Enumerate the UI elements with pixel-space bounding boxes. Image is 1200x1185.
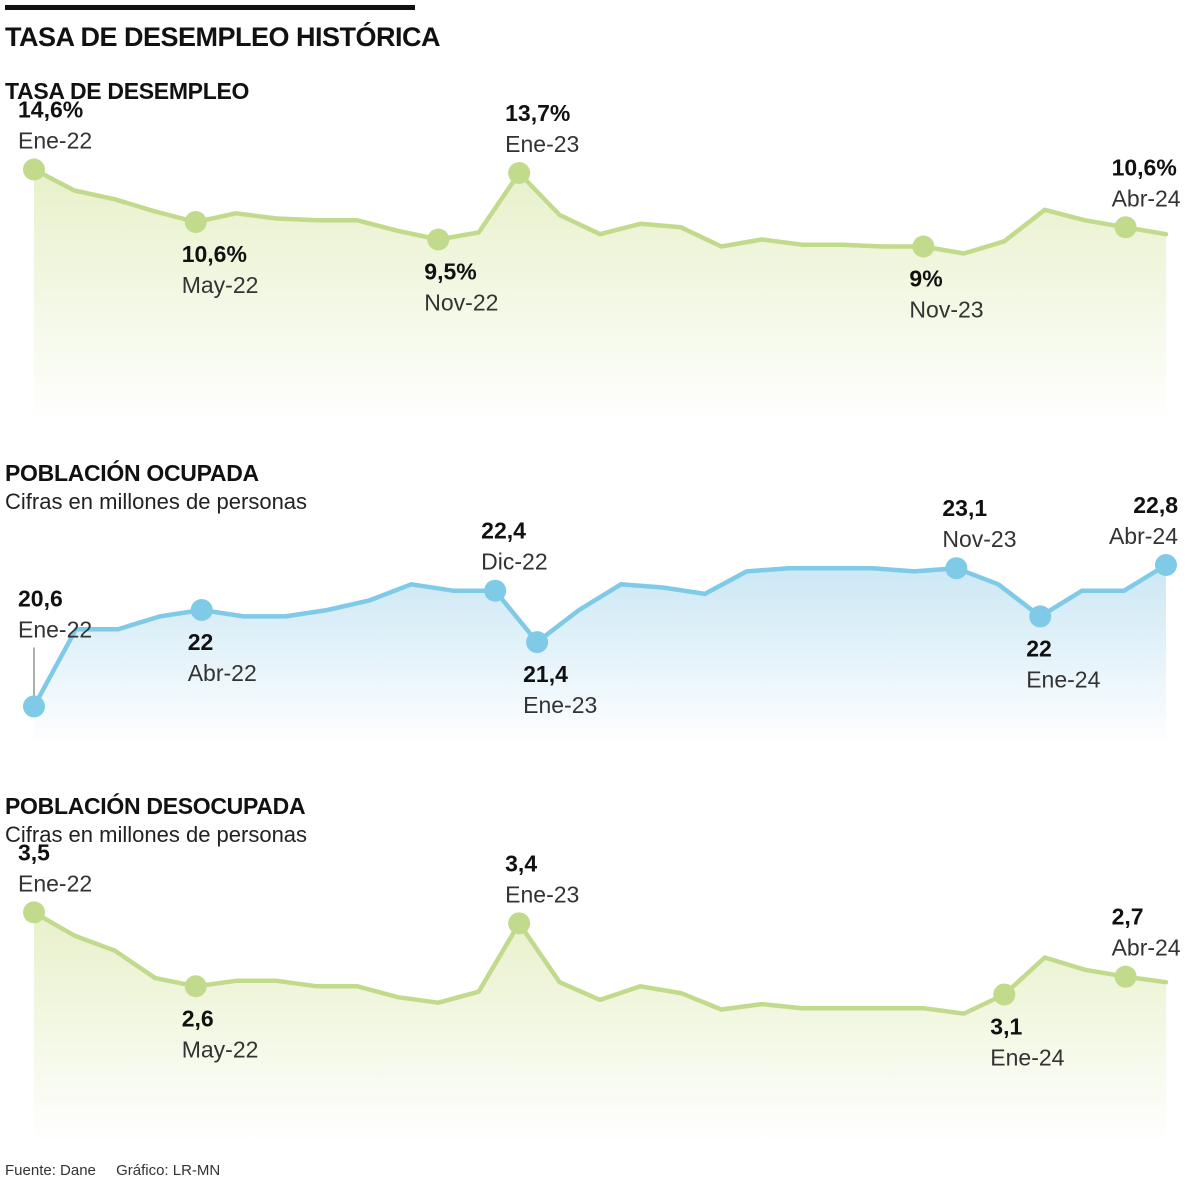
- panel-3-plot: 3,5 Ene-22 2,6 May-22 3,4 Ene-23 3,1 Ene-24 2,7 A…: [18, 839, 1181, 1145]
- panel-1-plot: 14,6% Ene-22 10,6% May-22 9,5% Nov-22 13,7% Ene…: [18, 97, 1181, 425]
- point-marker: [508, 162, 531, 184]
- main-title: TASA DE DESEMPLEO HISTÓRICA: [5, 22, 441, 52]
- series-line: [31, 910, 1169, 1016]
- point-marker: [1114, 216, 1137, 239]
- date-label: Ene-22: [18, 128, 92, 154]
- date-label: May-22: [182, 272, 259, 298]
- value-label: 10,6%: [1112, 154, 1177, 180]
- point-marker: [993, 983, 1016, 1006]
- value-label: 2,6: [182, 1005, 214, 1031]
- date-label: Nov-22: [424, 290, 498, 316]
- value-label: 22: [188, 629, 214, 655]
- area-fill: [34, 912, 1166, 1145]
- value-label: 3,1: [990, 1013, 1022, 1039]
- point-marker: [23, 695, 45, 718]
- point-marker: [427, 228, 450, 251]
- top-rule: [5, 5, 415, 10]
- source-grafico: Gráfico: LR-MN: [116, 1162, 221, 1179]
- panel-3-subtitle: Cifras en millones de personas: [5, 822, 308, 847]
- point-marker: [184, 975, 207, 998]
- value-label: 22,8: [1133, 492, 1178, 518]
- date-label: Nov-23: [909, 297, 983, 323]
- point-marker: [1155, 554, 1177, 576]
- panel-2-title: POBLACIÓN OCUPADA: [5, 460, 259, 486]
- point-marker: [508, 912, 531, 935]
- value-label: 22: [1026, 635, 1052, 661]
- panel-3-title: POBLACIÓN DESOCUPADA: [5, 793, 306, 819]
- point-marker: [1029, 605, 1052, 628]
- panel-2-plot: 20,6 Ene-22 22 Abr-22 22,4 Dic-22 21,4 Ene-23 23…: [18, 492, 1178, 745]
- date-label: Nov-23: [942, 526, 1016, 552]
- point-marker: [945, 557, 968, 580]
- date-label: Ene-24: [990, 1044, 1064, 1070]
- area-fill: [34, 169, 1166, 425]
- panel-1-title: TASA DE DESEMPLEO: [5, 78, 250, 104]
- date-label: Abr-24: [1109, 523, 1178, 549]
- date-label: May-22: [182, 1036, 259, 1062]
- series-line: [31, 167, 1169, 256]
- value-label: 20,6: [18, 585, 63, 611]
- date-label: Dic-22: [481, 549, 547, 575]
- point-marker: [1114, 965, 1137, 988]
- point-marker: [184, 211, 207, 233]
- point-marker: [190, 599, 213, 621]
- date-label: Ene-24: [1026, 666, 1100, 692]
- value-label: 3,4: [505, 850, 537, 876]
- value-label: 9,5%: [424, 259, 476, 285]
- date-label: Abr-24: [1112, 935, 1181, 961]
- date-label: Abr-24: [1112, 185, 1181, 211]
- date-label: Ene-22: [18, 870, 92, 896]
- panel-2-subtitle: Cifras en millones de personas: [5, 489, 308, 514]
- series-line: [31, 562, 1169, 709]
- point-marker: [912, 235, 935, 258]
- value-label: 9%: [909, 266, 942, 292]
- area-fill: [34, 565, 1166, 745]
- source-fuente: Fuente: Dane: [5, 1162, 96, 1179]
- date-label: Ene-23: [505, 131, 579, 157]
- value-label: 22,4: [481, 518, 526, 544]
- value-label: 14,6%: [18, 97, 83, 123]
- date-label: Ene-23: [505, 881, 579, 907]
- value-label: 2,7: [1112, 904, 1144, 930]
- point-marker: [484, 579, 507, 602]
- value-label: 3,5: [18, 839, 50, 865]
- date-label: Ene-22: [18, 616, 92, 642]
- point-marker: [526, 631, 549, 654]
- source-note: Fuente: Dane Gráfico: LR-MN: [5, 1162, 236, 1179]
- date-label: Abr-22: [188, 660, 257, 686]
- value-label: 23,1: [942, 495, 987, 521]
- value-label: 10,6%: [182, 241, 247, 267]
- date-label: Ene-23: [523, 692, 597, 718]
- point-marker: [23, 901, 45, 924]
- value-label: 13,7%: [505, 100, 570, 126]
- value-label: 21,4: [523, 661, 568, 687]
- point-marker: [23, 158, 45, 181]
